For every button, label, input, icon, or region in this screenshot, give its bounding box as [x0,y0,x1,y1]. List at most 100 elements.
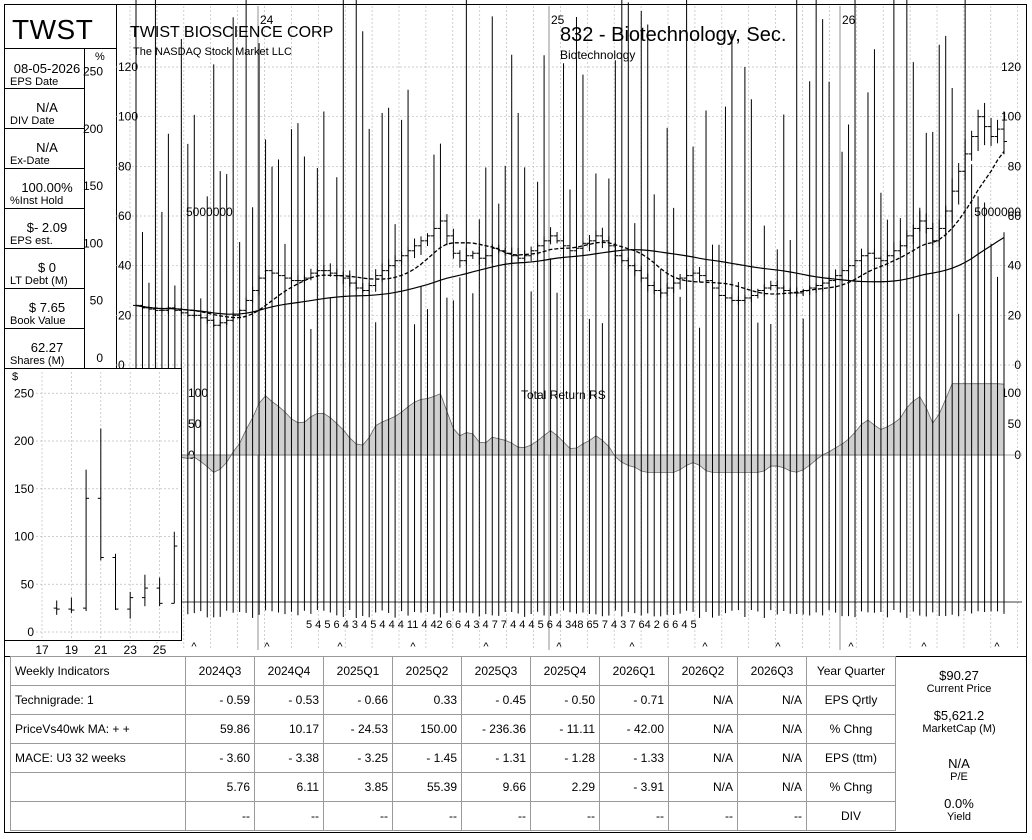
yield-label: Yield [946,811,972,823]
market-cap-box: $5,621.2 MarketCap (M) [896,708,1022,735]
week-marker: ^ [848,641,854,653]
stat-value: $ 7.65 [28,300,66,315]
table-cell: -- [392,801,462,831]
annual-year-label: 21 [94,643,108,657]
row-metric: % Chng [806,714,896,744]
table-cell: - 0.50 [530,685,600,715]
price-axis-label: 20 [118,308,132,322]
pct-axis-label: 200 [83,122,103,136]
volume-axis-label: 5000000 [186,205,233,219]
pe-box: N/A P/E [896,756,1022,783]
yield-box: 0.0% Yield [896,796,1022,823]
stat-item: N/A DIV Date [10,100,84,128]
pct-axis-label: 150 [83,179,103,193]
table-cell: - 3.91 [599,772,669,802]
table-cell: - 11.11 [530,714,600,744]
annual-unit-label: $ [12,371,18,383]
table-cell: 59.86 [185,714,255,744]
row-metric: DIV [806,801,896,831]
stat-item: 100.00% %Inst Hold [10,180,84,208]
pct-axis-label: 100 [83,236,103,250]
company-name: TWIST BIOSCIENCE CORP [130,24,334,41]
table-cell: - 3.38 [254,743,324,773]
stat-item: $ 7.65 Book Value [10,300,84,328]
table-cell: -- [530,801,600,831]
table-header-cell: 2026Q2 [668,656,738,686]
row-label: Technigrade: 1 [10,685,186,715]
price-axis-label-right: 0 [1014,358,1021,372]
pct-axis-unit: % [95,51,105,63]
week-marker: ^ [191,641,197,653]
row-label: MACE: U3 32 weeks [10,743,186,773]
stat-item: 08-05-2026 EPS Date [10,61,84,89]
rs-area [135,383,1005,473]
row-label [10,772,186,802]
fundamentals-table: Weekly Indicators 2024Q3 2024Q4 2025Q1 2025Q… [10,656,896,831]
price-axis-label: 40 [118,259,132,273]
table-cell: - 1.45 [392,743,462,773]
table-cell: -- [737,801,807,831]
stat-label: LT Debt (M) [10,275,68,287]
table-cell: - 24.53 [323,714,393,744]
week-marker: ^ [556,641,562,653]
table-cell: - 1.28 [530,743,600,773]
table-cell: -- [461,801,531,831]
annual-year-label: 23 [124,643,138,657]
table-cell: - 1.31 [461,743,531,773]
row-label [10,801,186,831]
pe-value: N/A [948,756,970,771]
price-axis-label-right: 120 [1001,60,1021,74]
stat-label: Shares (M) [10,355,65,367]
week-marker: ^ [629,641,635,653]
table-header-cell: 2024Q3 [185,656,255,686]
table-cell: -- [323,801,393,831]
annual-year-label: 19 [65,643,79,657]
stat-label: Ex-Date [10,155,50,167]
table-cell: N/A [668,743,738,773]
week-marker: ^ [775,641,781,653]
table-row: 5.76 6.11 3.85 55.39 9.66 2.29- 3.91 N/A N/A% C… [10,772,896,802]
annual-axis-label: 100 [14,530,34,544]
yield-value: 0.0% [944,796,974,811]
table-row: -- -- -- -- -- -- -- -- -- DIV [10,801,896,831]
row-metric: EPS (ttm) [806,743,896,773]
stat-value: N/A [36,100,58,115]
table-cell: N/A [737,685,807,715]
market-cap-value: $5,621.2 [933,708,985,723]
week-marker: ^ [921,641,927,653]
market-cap-label: MarketCap (M) [922,723,996,735]
price-axis-label-right: 20 [1008,308,1022,322]
stat-value: 100.00% [21,180,73,195]
table-header-label: Weekly Indicators [10,656,186,686]
quarter-markers: 5 4 5 6 4 3 4 5 4 4 4 11 4 42 6 6 4 3 4 … [306,619,697,631]
table-cell: 55.39 [392,772,462,802]
table-header-cell: 2024Q4 [254,656,324,686]
stat-item: 62.27 Shares (M) [10,341,84,368]
current-price-value: $90.27 [939,668,979,683]
table-cell: - 0.71 [599,685,669,715]
pct-axis-label: 50 [90,294,104,308]
pe-label: P/E [950,771,968,783]
year-label: 25 [551,13,565,27]
table-cell: - 3.60 [185,743,255,773]
rs-axis-label-right: 100 [1001,386,1021,400]
stat-label: DIV Date [10,115,55,127]
table-cell: 6.11 [254,772,324,802]
pct-axis-label: 250 [83,65,103,79]
stat-value: 08-05-2026 [13,61,81,76]
rs-axis-label: 50 [188,417,202,431]
current-price-box: $90.27 Current Price [896,668,1022,695]
table-cell: - 0.66 [323,685,393,715]
stat-label: %Inst Hold [10,195,64,207]
table-row: Technigrade: 1- 0.59- 0.53- 0.66 0.33- 0.… [10,685,896,715]
table-cell: - 0.45 [461,685,531,715]
table-row: MACE: U3 32 weeks - 3.60- 3.38- 3.25- 1.4… [10,743,896,773]
annual-axis-label: 200 [14,434,34,448]
row-metric: % Chng [806,772,896,802]
industry-group: 832 - Biotechnology, Sec. [560,24,787,46]
annual-year-label: 17 [35,643,49,657]
annual-axis-label: 150 [14,482,34,496]
table-cell: N/A [668,714,738,744]
stat-value: $- 2.09 [26,220,68,235]
